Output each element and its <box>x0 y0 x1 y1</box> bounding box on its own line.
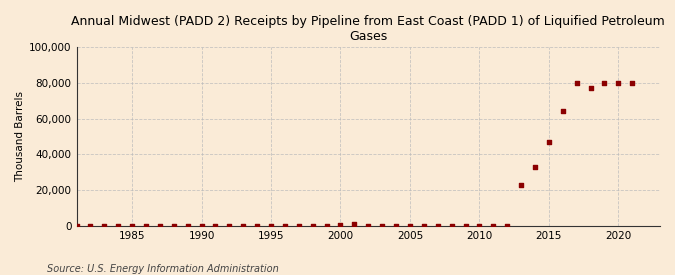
Point <box>321 224 332 228</box>
Point <box>391 224 402 228</box>
Point <box>127 224 138 228</box>
Point <box>543 140 554 144</box>
Point <box>418 224 429 228</box>
Point <box>502 224 512 228</box>
Point <box>196 224 207 228</box>
Point <box>613 81 624 85</box>
Point <box>99 224 110 228</box>
Point <box>558 109 568 114</box>
Point <box>238 224 248 228</box>
Point <box>474 224 485 228</box>
Point <box>335 223 346 227</box>
Point <box>599 81 610 85</box>
Point <box>377 224 387 228</box>
Point <box>349 222 360 226</box>
Point <box>224 224 235 228</box>
Point <box>585 86 596 90</box>
Point <box>627 81 638 85</box>
Point <box>140 224 151 228</box>
Point <box>279 224 290 228</box>
Point <box>307 224 318 228</box>
Point <box>155 224 165 228</box>
Point <box>516 183 526 187</box>
Y-axis label: Thousand Barrels: Thousand Barrels <box>15 91 25 182</box>
Point <box>113 224 124 228</box>
Point <box>571 81 582 85</box>
Point <box>363 224 374 228</box>
Point <box>266 224 277 228</box>
Point <box>210 224 221 228</box>
Point <box>530 165 541 169</box>
Point <box>71 224 82 228</box>
Point <box>488 224 499 228</box>
Point <box>252 224 263 228</box>
Title: Annual Midwest (PADD 2) Receipts by Pipeline from East Coast (PADD 1) of Liquifi: Annual Midwest (PADD 2) Receipts by Pipe… <box>72 15 665 43</box>
Point <box>182 224 193 228</box>
Point <box>168 224 179 228</box>
Point <box>294 224 304 228</box>
Point <box>446 224 457 228</box>
Point <box>404 224 415 228</box>
Text: Source: U.S. Energy Information Administration: Source: U.S. Energy Information Administ… <box>47 264 279 274</box>
Point <box>85 224 96 228</box>
Point <box>432 224 443 228</box>
Point <box>460 224 471 228</box>
